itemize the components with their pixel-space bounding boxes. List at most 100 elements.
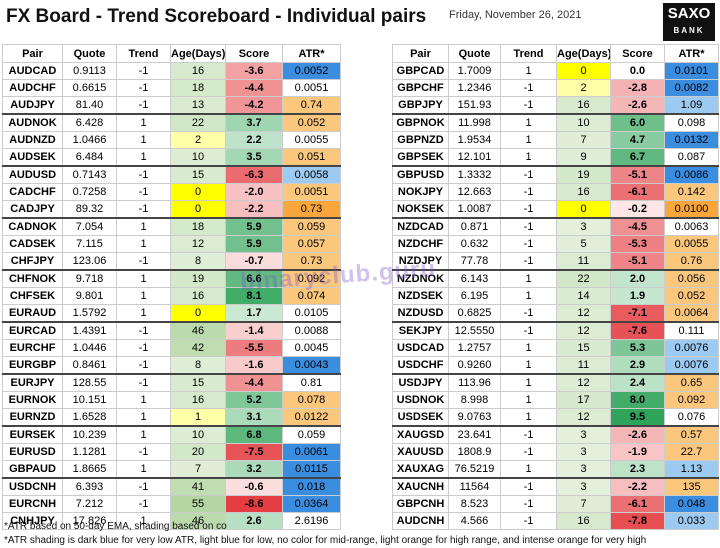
table-row: CHFJPY 123.06 -1 8 -0.7 0.73	[2, 252, 341, 271]
scoreboard-table: Pair Quote Trend Age(Days) Score ATR* AUDCAD 0.…	[2, 44, 341, 530]
trend-cell: 1	[500, 339, 557, 357]
atr-cell: 0.0082	[664, 79, 719, 97]
table-row: GBPCNH 8.523 -1 7 -6.1 0.048	[392, 495, 719, 513]
atr-cell: 0.051	[282, 148, 341, 167]
quote-cell: 10.151	[62, 391, 117, 409]
trend-cell: -1	[500, 217, 557, 236]
atr-cell: 0.0132	[664, 131, 719, 149]
trend-cell: 1	[116, 391, 171, 409]
trend-cell: 1	[500, 356, 557, 375]
pair-cell: EURSEK	[2, 425, 63, 444]
age-cell: 16	[556, 512, 611, 530]
quote-cell: 12.5550	[448, 321, 501, 340]
age-cell: 22	[556, 269, 611, 288]
table-row: GBPNZD 1.9534 1 7 4.7 0.0132	[392, 131, 719, 149]
quote-cell: 4.566	[448, 512, 501, 530]
atr-cell: 0.0061	[282, 443, 341, 461]
trend-cell: 1	[500, 62, 557, 80]
pair-cell: XAUUSD	[392, 443, 449, 461]
score-cell: 2.2	[225, 131, 283, 149]
score-cell: 2.0	[610, 269, 665, 288]
quote-cell: 0.7258	[62, 183, 117, 201]
score-cell: -1.9	[610, 443, 665, 461]
age-cell: 14	[556, 287, 611, 305]
pair-cell: EURNOK	[2, 391, 63, 409]
trend-cell: 1	[500, 131, 557, 149]
score-cell: -6.1	[610, 183, 665, 201]
trend-cell: -1	[500, 96, 557, 115]
pair-cell: NZDNOK	[392, 269, 449, 288]
score-cell: -7.8	[610, 512, 665, 530]
score-cell: -7.6	[610, 321, 665, 340]
quote-cell: 12.101	[448, 148, 501, 167]
quote-cell: 89.32	[62, 200, 117, 219]
quote-cell: 12.663	[448, 183, 501, 201]
quote-cell: 123.06	[62, 252, 117, 271]
column-header: Score	[225, 44, 283, 63]
age-cell: 9	[556, 148, 611, 167]
age-cell: 5	[556, 235, 611, 253]
pair-cell: AUDNZD	[2, 131, 63, 149]
trend-cell: -1	[116, 79, 171, 97]
score-cell: 2.9	[610, 356, 665, 375]
pair-cell: USDNOK	[392, 391, 449, 409]
quote-cell: 0.9260	[448, 356, 501, 375]
score-cell: 6.0	[610, 113, 665, 132]
age-cell: 42	[170, 339, 226, 357]
score-cell: -5.1	[610, 252, 665, 271]
trend-cell: -1	[116, 443, 171, 461]
age-cell: 10	[556, 113, 611, 132]
pair-cell: AUDUSD	[2, 165, 63, 184]
table-row: GBPCHF 1.2346 -1 2 -2.8 0.0082	[392, 79, 719, 97]
score-cell: 3.7	[225, 113, 283, 132]
pair-cell: EURAUD	[2, 304, 63, 323]
trend-cell: -1	[116, 339, 171, 357]
pair-cell: NZDCAD	[392, 217, 449, 236]
table-row: CADCHF 0.7258 -1 0 -2.0 0.0051	[2, 183, 341, 201]
age-cell: 19	[170, 269, 226, 288]
table-row: GBPUSD 1.3332 -1 19 -5.1 0.0086	[392, 165, 719, 184]
atr-cell: 0.111	[664, 321, 719, 340]
score-cell: 3.1	[225, 408, 283, 427]
score-cell: 1.7	[225, 304, 283, 323]
atr-cell: 0.078	[282, 391, 341, 409]
trend-cell: -1	[116, 165, 171, 184]
age-cell: 3	[556, 425, 611, 444]
atr-cell: 0.092	[664, 391, 719, 409]
trend-cell: 1	[500, 113, 557, 132]
atr-cell: 0.0101	[664, 62, 719, 80]
quote-cell: 1.6528	[62, 408, 117, 427]
atr-cell: 0.074	[282, 287, 341, 305]
column-header: Trend	[116, 44, 171, 63]
date: Friday, November 26, 2021	[449, 9, 582, 21]
atr-cell: 0.0055	[664, 235, 719, 253]
table-row: EURSEK 10.239 1 10 6.8 0.059	[2, 425, 341, 444]
age-cell: 11	[556, 252, 611, 271]
quote-cell: 151.93	[448, 96, 501, 115]
atr-cell: 0.056	[664, 269, 719, 288]
atr-cell: 0.0100	[664, 200, 719, 219]
table-row: EURNOK 10.151 1 16 5.2 0.078	[2, 391, 341, 409]
table-row: GBPAUD 1.8665 1 7 3.2 0.0115	[2, 460, 341, 479]
table-row: NZDCHF 0.632 -1 5 -5.3 0.0055	[392, 235, 719, 253]
atr-cell: 0.0052	[282, 62, 341, 80]
age-cell: 10	[170, 148, 226, 167]
atr-cell: 0.0051	[282, 79, 341, 97]
pair-cell: NZDUSD	[392, 304, 449, 323]
pair-cell: CHFSEK	[2, 287, 63, 305]
atr-cell: 0.57	[664, 425, 719, 444]
atr-cell: 0.0122	[282, 408, 341, 427]
atr-cell: 0.0076	[664, 356, 719, 375]
column-header: Pair	[2, 44, 63, 63]
quote-cell: 7.212	[62, 495, 117, 513]
quote-cell: 1.8665	[62, 460, 117, 479]
table-row: AUDNOK 6.428 1 22 3.7 0.052	[2, 113, 341, 132]
score-cell: 3.5	[225, 148, 283, 167]
pair-cell: USDSEK	[392, 408, 449, 427]
age-cell: 15	[556, 339, 611, 357]
table-row: CADJPY 89.32 -1 0 -2.2 0.73	[2, 200, 341, 219]
age-cell: 8	[170, 252, 226, 271]
score-cell: -2.6	[610, 425, 665, 444]
column-header: Age(Days)	[170, 44, 226, 63]
score-cell: 8.1	[225, 287, 283, 305]
